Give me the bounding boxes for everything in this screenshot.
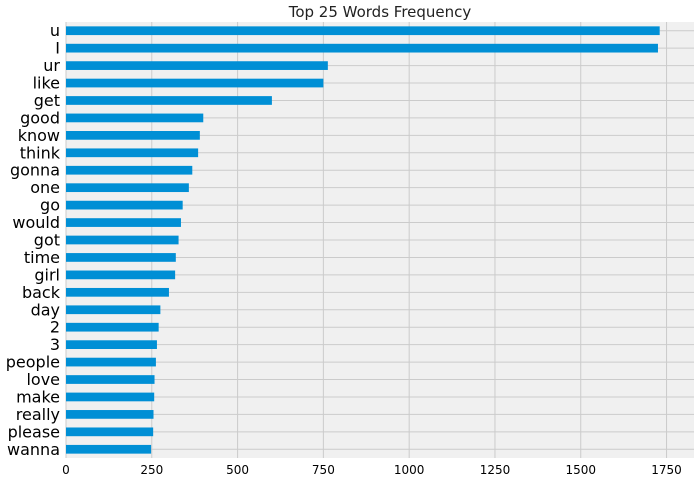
bar-good [66,113,204,123]
bar-day [66,305,161,315]
y-tick-label: know [18,126,60,145]
y-tick-label: get [34,91,60,110]
y-tick-label: u [50,21,60,40]
y-tick-label: one [30,178,60,197]
bar-time [66,253,176,262]
bar-I [66,43,658,53]
x-tick-label: 1250 [480,463,511,477]
bar-would [66,218,181,227]
bars [66,26,660,454]
x-tick-labels: 0 250 500 750 1000 1250 1500 1750 [62,463,682,477]
y-tick-label: wanna [7,440,60,459]
x-tick-label: 0 [62,463,70,477]
bar-wanna [66,444,152,454]
y-tick-label: 3 [50,335,60,354]
y-tick-label: please [8,422,60,441]
y-tick-label: got [34,231,60,250]
bar-girl [66,270,176,280]
bar-really [66,410,154,419]
y-tick-label: people [6,353,60,372]
y-tick-label: would [12,213,60,232]
bar-know [66,131,200,140]
y-tick-label: go [40,196,60,215]
bar-love [66,375,155,384]
y-tick-label: time [24,248,60,267]
y-tick-label: make [16,387,60,406]
bar-please [66,427,154,437]
bar-think [66,148,199,158]
y-tick-label: I [55,39,60,58]
x-tick-label: 1000 [394,463,425,477]
bar-3 [66,340,157,349]
y-tick-label: think [20,143,61,162]
bar-like [66,78,324,88]
bar-gonna [66,165,193,175]
x-tick-label: 1500 [565,463,596,477]
bar-one [66,183,189,193]
x-tick-label: 1750 [651,463,682,477]
x-tick-label: 750 [312,463,335,477]
bar-back [66,287,169,297]
bar-go [66,200,183,210]
chart-title: Top 25 Words Frequency [288,3,472,21]
y-tick-label: girl [34,265,60,284]
y-tick-label: really [16,405,60,424]
y-tick-label: good [20,108,60,127]
x-tick-label: 500 [226,463,249,477]
y-tick-label: gonna [10,161,60,180]
y-tick-label: ur [43,56,60,75]
y-tick-label: like [33,74,60,93]
bar-make [66,392,155,402]
bar-u [66,26,660,36]
y-tick-label: day [31,300,60,319]
y-tick-label: back [22,283,61,302]
x-tick-label: 250 [140,463,163,477]
y-tick-label: love [26,370,60,389]
y-tick-label: 2 [50,318,60,337]
y-tick-labels: uIurlikegetgoodknowthinkgonnaonegowouldg… [6,21,61,459]
bar-2 [66,322,159,332]
bar-get [66,96,272,105]
bar-got [66,235,179,245]
bar-people [66,357,156,367]
bar-ur [66,61,328,70]
